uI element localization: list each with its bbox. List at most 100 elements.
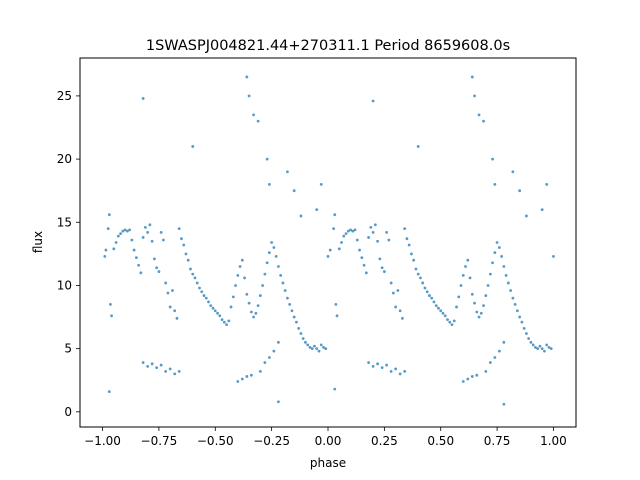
data-point: [299, 214, 303, 218]
data-point: [346, 229, 350, 233]
data-point: [261, 284, 265, 287]
data-point: [430, 296, 434, 300]
data-point: [376, 239, 379, 243]
data-point: [218, 314, 222, 318]
data-point: [389, 281, 393, 285]
data-point: [297, 327, 301, 330]
data-point: [177, 227, 181, 231]
data-point: [382, 270, 386, 273]
data-point: [396, 289, 400, 292]
data-point: [527, 337, 531, 340]
data-point: [391, 291, 395, 295]
data-point: [306, 343, 310, 347]
data-point: [428, 294, 431, 297]
data-point: [112, 247, 116, 251]
data-point: [119, 232, 122, 236]
data-point: [225, 323, 228, 327]
data-point: [159, 230, 163, 234]
data-point: [552, 255, 555, 258]
data-point: [173, 372, 177, 376]
data-point: [177, 370, 181, 373]
data-point: [256, 119, 260, 123]
data-point: [141, 361, 145, 364]
data-point: [432, 300, 436, 304]
data-point: [477, 315, 481, 319]
data-point: [191, 145, 195, 148]
data-point: [545, 182, 549, 186]
data-point: [150, 239, 154, 243]
data-point: [104, 248, 108, 252]
data-point: [267, 182, 271, 186]
y-tick-label: 10: [57, 278, 72, 292]
data-point: [191, 272, 195, 276]
data-point: [200, 290, 204, 294]
data-point: [243, 276, 246, 280]
data-point: [518, 189, 522, 193]
data-point: [497, 349, 501, 353]
data-point: [459, 284, 463, 287]
data-point: [249, 310, 253, 314]
data-point: [434, 304, 438, 308]
data-point: [389, 370, 393, 373]
data-point: [317, 349, 321, 353]
data-point: [446, 318, 449, 321]
data-point: [143, 225, 147, 229]
data-point: [283, 289, 287, 292]
data-point: [286, 170, 289, 174]
data-point: [277, 265, 280, 268]
data-point: [477, 113, 481, 117]
data-point: [249, 373, 253, 377]
data-point: [398, 372, 402, 376]
data-point: [461, 380, 465, 383]
data-point: [186, 258, 190, 262]
data-point: [534, 345, 537, 349]
data-point: [202, 294, 206, 297]
data-point: [479, 311, 483, 315]
data-point: [150, 362, 154, 366]
data-point: [193, 276, 197, 280]
data-point: [466, 377, 470, 381]
y-tick-label: 0: [64, 405, 72, 419]
data-point: [464, 265, 467, 268]
data-points: [103, 75, 555, 406]
x-axis: −1.00 −0.75 −0.50 −0.25 0.00 0.25 0.50 0.75 1.00: [84, 427, 567, 448]
data-point: [351, 229, 355, 233]
data-point: [367, 236, 370, 239]
data-point: [466, 258, 470, 262]
data-point: [281, 281, 285, 285]
data-point: [452, 319, 456, 323]
data-point: [288, 303, 292, 306]
data-point: [146, 364, 150, 368]
y-tick-label: 20: [57, 152, 72, 166]
data-point: [184, 252, 188, 256]
data-point: [171, 289, 174, 292]
data-point: [109, 303, 112, 306]
data-point: [410, 252, 413, 256]
data-point: [371, 99, 375, 103]
data-point: [245, 75, 249, 79]
data-point: [414, 267, 418, 271]
data-point: [247, 301, 251, 305]
data-point: [247, 94, 251, 98]
data-point: [166, 291, 170, 295]
data-point: [549, 347, 553, 351]
data-point: [141, 97, 145, 100]
data-point: [547, 345, 551, 349]
data-point: [486, 284, 490, 287]
data-point: [240, 258, 244, 262]
data-point: [173, 309, 177, 313]
data-point: [319, 343, 323, 347]
data-point: [502, 340, 506, 344]
data-point: [525, 214, 528, 218]
data-point: [531, 343, 535, 347]
data-point: [394, 305, 398, 309]
data-point: [495, 241, 499, 244]
data-point: [349, 228, 352, 232]
data-point: [274, 255, 278, 258]
data-point: [416, 272, 420, 276]
x-tick-label: 0.25: [371, 434, 398, 448]
data-point: [256, 304, 260, 308]
data-point: [461, 273, 465, 277]
data-point: [405, 237, 409, 241]
